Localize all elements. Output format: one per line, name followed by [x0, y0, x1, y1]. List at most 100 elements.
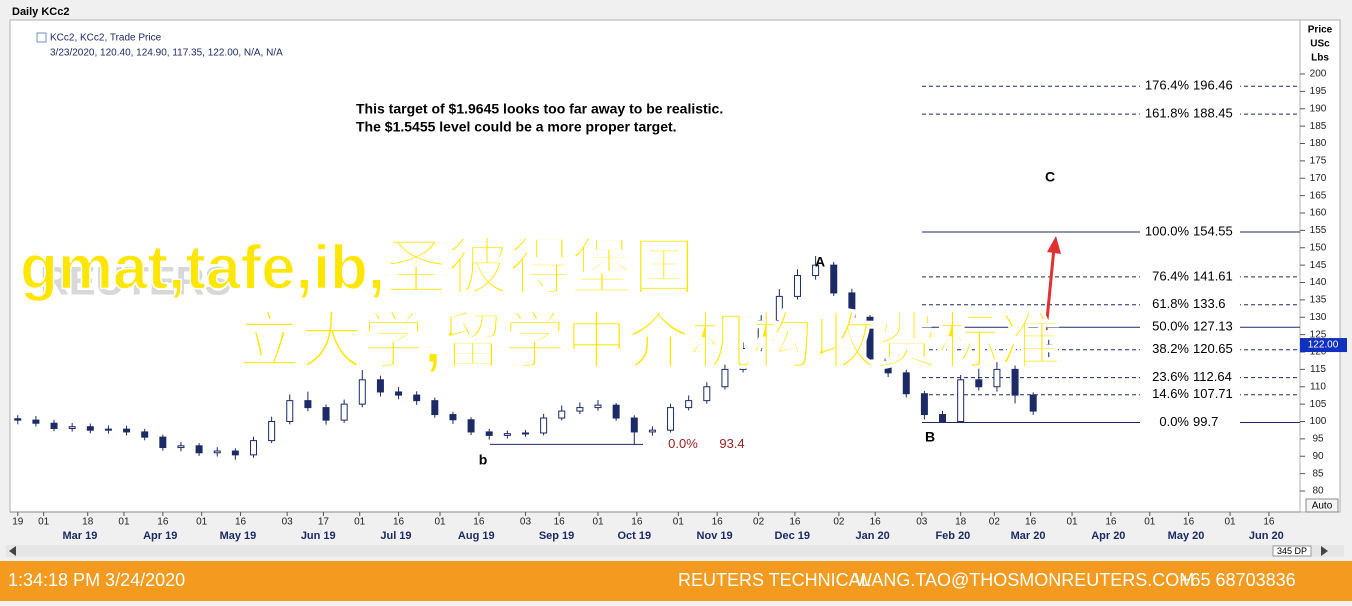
candle-body — [213, 450, 221, 454]
y-tick-label: 130 — [1310, 312, 1327, 323]
candle-body — [757, 320, 765, 350]
fib-price: 112.64 — [1193, 369, 1232, 384]
month-label: Apr 19 — [143, 530, 177, 542]
fib-label-bg — [1140, 387, 1240, 402]
candle-body — [449, 414, 457, 421]
fib-pct: 50.0% — [1152, 319, 1189, 334]
x-tick-label: 16 — [1025, 517, 1037, 528]
fib-label-bg — [1140, 320, 1240, 335]
watermark-text: 立大学,留学中介机构收费标准 — [238, 307, 1061, 376]
month-label: Jan 20 — [855, 530, 889, 542]
candle-body — [902, 372, 910, 395]
y-tick-label: 135 — [1310, 295, 1327, 306]
auto-button-label: Auto — [1312, 501, 1333, 512]
candle-body — [340, 403, 348, 421]
scrollbar[interactable] — [6, 545, 1344, 557]
y-tick-label: 90 — [1312, 451, 1324, 462]
candle-body — [812, 264, 820, 277]
scroll-right[interactable] — [1321, 546, 1328, 556]
legend-name: KCc2, KCc2, Trade Price — [50, 33, 162, 44]
candle-body — [521, 432, 529, 435]
x-tick-label: 02 — [833, 517, 845, 528]
candle-body — [413, 394, 421, 402]
candle-body — [268, 421, 276, 442]
candle-body — [376, 379, 384, 393]
fib-pct: 161.8% — [1145, 106, 1190, 121]
fib-label-bg — [1140, 224, 1240, 239]
x-tick-label: 01 — [354, 517, 366, 528]
fib-label-bg — [1140, 342, 1240, 357]
x-tick-label: 16 — [789, 517, 801, 528]
candle-body — [68, 426, 76, 429]
fib-pct: 176.4% — [1145, 78, 1190, 93]
candle-body — [431, 400, 439, 416]
candle-body — [32, 419, 40, 424]
x-tick-label: 16 — [157, 517, 169, 528]
status-bar — [0, 561, 1352, 601]
y-tick-label: 125 — [1310, 329, 1327, 340]
fib-pct: 0.0% — [668, 436, 698, 451]
month-label: Oct 19 — [617, 530, 651, 542]
y-axis-title: USc — [1310, 39, 1330, 50]
candle-body — [358, 379, 366, 405]
y-tick-label: 120 — [1310, 347, 1327, 358]
x-tick-label: 03 — [282, 517, 294, 528]
candle-body — [540, 417, 548, 434]
y-tick-label: 140 — [1310, 277, 1327, 288]
candle-body — [1045, 344, 1053, 352]
x-tick-label: 01 — [118, 517, 130, 528]
candle-body — [86, 426, 94, 431]
candle-body — [793, 275, 801, 297]
scroll-label: 345 DP — [1277, 546, 1307, 556]
y-tick-label: 95 — [1312, 434, 1324, 445]
status-phone: +65 68703836 — [1180, 570, 1296, 590]
candle-body — [286, 400, 294, 422]
candle-body — [322, 407, 330, 421]
y-tick-label: 105 — [1310, 399, 1327, 410]
x-tick-label: 18 — [82, 517, 94, 528]
y-tick-label: 115 — [1310, 364, 1326, 375]
scroll-left[interactable] — [9, 546, 16, 556]
candle-body — [159, 436, 167, 449]
candle-body — [975, 379, 983, 388]
fib-price: 196.46 — [1193, 78, 1233, 93]
candle-body — [467, 419, 475, 433]
x-tick-label: 02 — [989, 517, 1001, 528]
candle-body — [703, 386, 711, 402]
fib-pct: 0.0% — [1159, 414, 1189, 429]
x-tick-label: 01 — [1066, 517, 1078, 528]
scroll-thumb[interactable] — [1272, 545, 1312, 557]
candle-body — [249, 440, 257, 456]
candle-body — [884, 358, 892, 374]
x-tick-label: 01 — [592, 517, 604, 528]
x-tick-label: 03 — [916, 517, 928, 528]
y-tick-label: 110 — [1310, 381, 1326, 392]
x-tick-label: 16 — [393, 517, 405, 528]
x-tick-label: 16 — [1105, 517, 1117, 528]
fib-price: 154.55 — [1193, 223, 1233, 238]
legend-toggle[interactable] — [36, 32, 47, 43]
fib-label-bg — [1140, 269, 1240, 284]
y-tick-label: 160 — [1310, 208, 1327, 219]
x-tick-label: 16 — [235, 517, 247, 528]
fib-price: 133.6 — [1193, 296, 1226, 311]
x-tick-label: 16 — [631, 517, 643, 528]
month-label: Apr 20 — [1091, 530, 1125, 542]
x-tick-label: 01 — [1224, 517, 1236, 528]
auto-button[interactable] — [1305, 498, 1339, 513]
target-arrow-head — [1047, 236, 1061, 254]
candle-body — [648, 429, 656, 433]
candle-body — [920, 393, 928, 416]
y-tick-label: 180 — [1310, 138, 1327, 149]
candle-body — [304, 400, 312, 409]
y-tick-label: 200 — [1310, 69, 1327, 80]
candle-body — [558, 410, 566, 419]
candle-body — [1011, 368, 1019, 396]
month-label: Feb 20 — [935, 530, 970, 542]
candle-body — [848, 292, 856, 318]
window-title: Daily KCc2 — [12, 6, 69, 18]
y-tick-label: 80 — [1312, 486, 1324, 497]
point-label: b — [479, 452, 488, 468]
month-label: Jun 20 — [1249, 530, 1284, 542]
candle-body — [14, 418, 22, 421]
